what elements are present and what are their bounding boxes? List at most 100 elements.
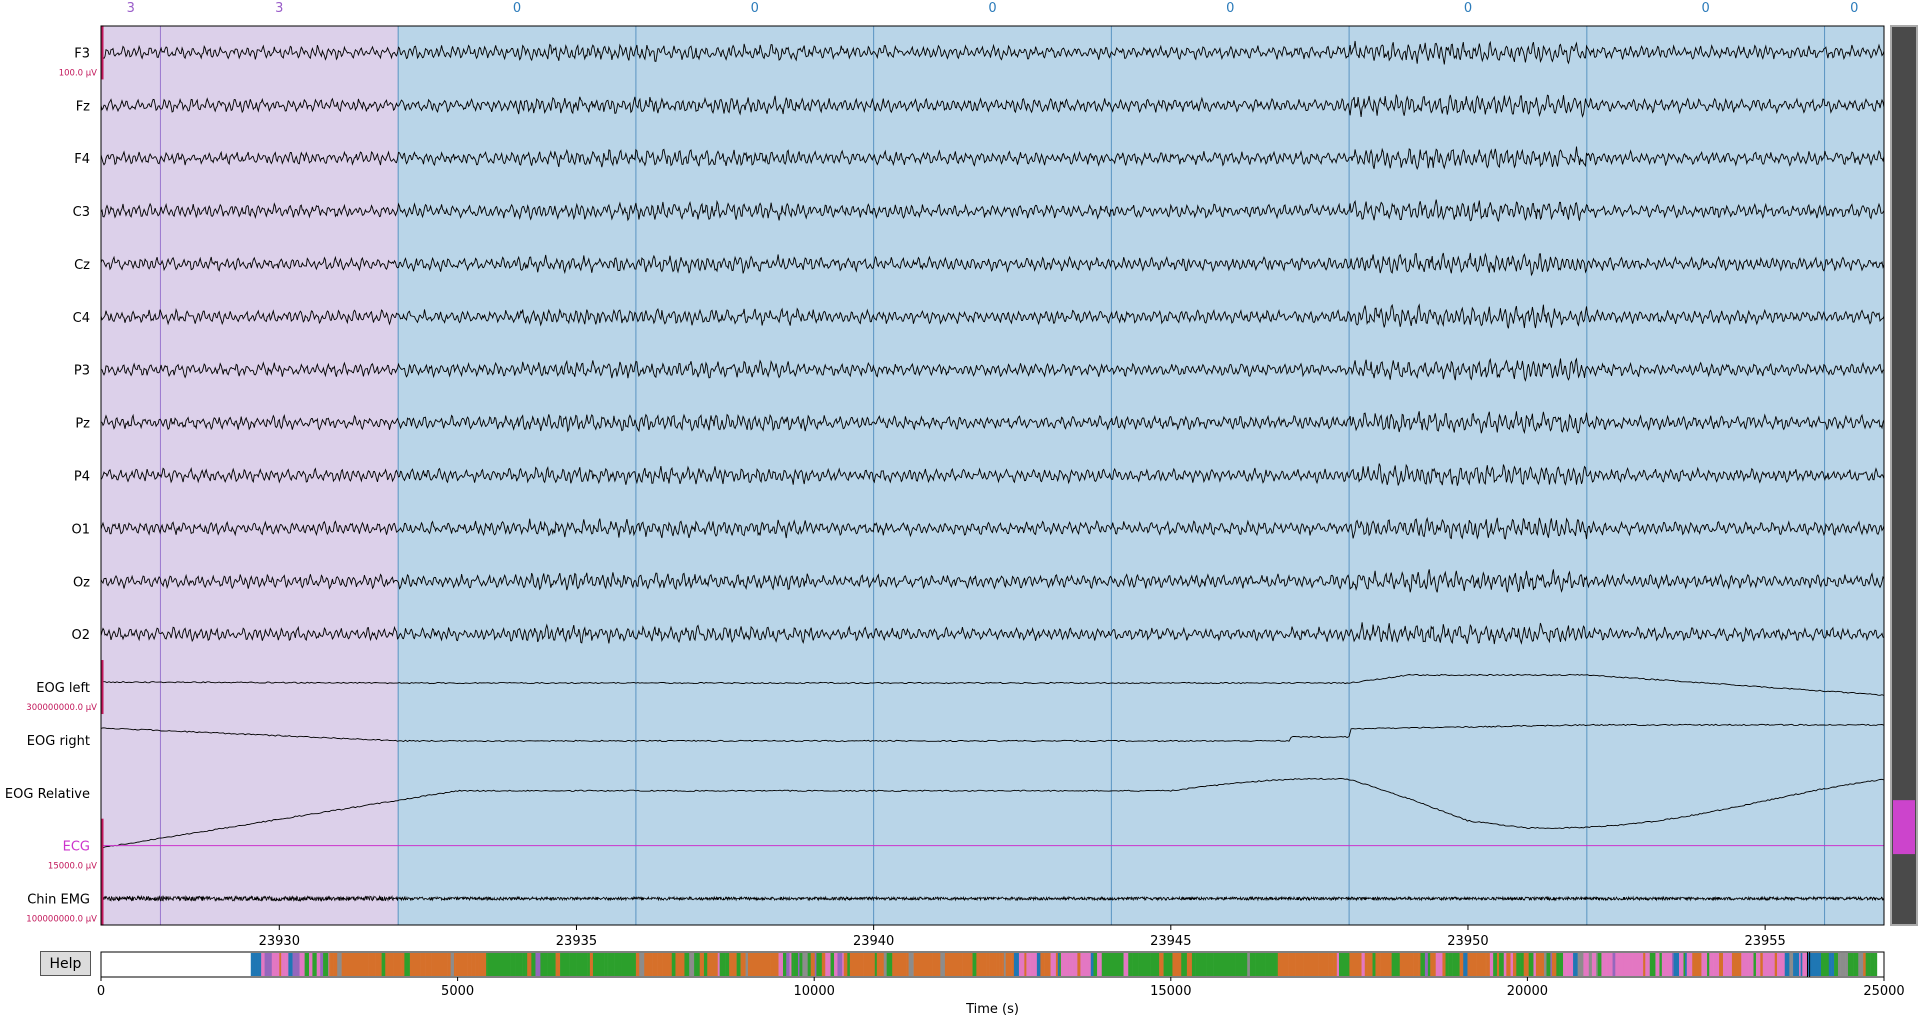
hypnogram-epoch — [292, 953, 298, 976]
eeg-trace — [100, 463, 1885, 486]
hypnogram-epoch — [1138, 953, 1142, 976]
channel-label[interactable]: O2 — [71, 628, 90, 643]
time-tick-label: 23945 — [1150, 934, 1191, 949]
hypnogram-epoch — [634, 953, 637, 976]
hypnogram-epoch — [1800, 953, 1803, 976]
hypnogram-epoch — [1420, 953, 1426, 976]
hypnogram-epoch — [1152, 953, 1156, 976]
hypnogram-epoch — [639, 953, 645, 976]
hypnogram-epoch — [684, 953, 690, 976]
channel-label[interactable]: EOG Relative — [5, 787, 90, 802]
hypnogram-epoch — [986, 953, 990, 976]
hypnogram-epoch — [745, 953, 749, 976]
overview-bar[interactable] — [100, 951, 1885, 978]
annotation-labels: 3 3 0 0 0 0 0 0 0 — [127, 1, 1859, 16]
hypnogram-epoch — [1114, 953, 1118, 976]
hypnogram-epoch — [1150, 953, 1153, 976]
channel-label[interactable]: Fz — [76, 99, 90, 114]
hypnogram-epoch — [1683, 953, 1686, 976]
hypnogram-epoch — [1136, 953, 1139, 976]
hypnogram-epoch — [1197, 953, 1204, 976]
annotation-region[interactable] — [1111, 26, 1350, 925]
channel-label[interactable]: F3 — [74, 46, 90, 61]
hypnogram-epoch — [710, 953, 715, 976]
hypnogram-epoch — [1333, 953, 1338, 976]
channel-label[interactable]: Oz — [73, 575, 90, 590]
hypnogram-epoch — [1697, 953, 1702, 976]
hypnogram-epoch — [543, 953, 548, 976]
hypnogram-epoch — [1303, 953, 1306, 976]
hypnogram-epoch — [1489, 953, 1494, 976]
scrollbar-thumb[interactable] — [1893, 800, 1915, 855]
hypnogram-epoch — [1499, 953, 1505, 976]
hypnogram-epoch — [478, 953, 483, 976]
hypnogram-epoch — [1060, 953, 1064, 976]
hypnogram-epoch — [1072, 953, 1078, 976]
hypnogram-epoch — [471, 953, 476, 976]
annotation-region[interactable] — [160, 26, 399, 925]
channel-labels[interactable]: F3 Fz F4 C3 Cz C4 P3 Pz P4 O1 Oz O2 EOG left EOG righ… — [5, 46, 90, 907]
hypnogram-epoch — [1765, 953, 1768, 976]
hypnogram-epoch — [1496, 953, 1500, 976]
scrollbar-track[interactable] — [1890, 25, 1918, 926]
channel-label[interactable]: C3 — [73, 205, 90, 220]
channel-scrollbar[interactable] — [1890, 25, 1918, 926]
hypnogram-epoch — [484, 953, 487, 976]
overview-view-indicator[interactable] — [1806, 951, 1811, 978]
channel-label[interactable]: O1 — [71, 522, 90, 537]
hypnogram-epoch — [1467, 953, 1473, 976]
time-axis: 23930 23935 23940 23945 23950 23955 — [259, 925, 1786, 949]
hypnogram-epoch — [1713, 953, 1720, 976]
channel-label[interactable]: Pz — [75, 417, 90, 432]
eeg-trace — [100, 146, 1885, 170]
hypnogram-epoch — [1637, 953, 1644, 976]
hypnogram-epoch — [999, 953, 1003, 976]
help-button[interactable]: Help — [40, 951, 91, 976]
hypnogram-epoch — [978, 953, 984, 976]
channel-label[interactable]: ECG — [63, 840, 90, 855]
hypnogram-epoch — [1300, 953, 1304, 976]
hypnogram-epoch — [1380, 953, 1385, 976]
channel-label[interactable]: P3 — [74, 364, 90, 379]
hypnogram-epoch — [1097, 953, 1100, 976]
hypnogram-epoch — [714, 953, 719, 976]
hypnogram-epoch — [1247, 953, 1251, 976]
hypnogram-epoch — [1591, 953, 1597, 976]
hypnogram-epoch — [1577, 953, 1584, 976]
hypnogram-epoch — [515, 953, 518, 976]
hypnogram-epoch — [736, 953, 741, 976]
hypnogram-epoch — [1155, 953, 1158, 976]
hypnogram-epoch — [837, 953, 843, 976]
hypnogram-epoch — [1093, 953, 1098, 976]
channel-label[interactable]: EOG left — [36, 681, 90, 696]
hypnogram-epoch — [632, 953, 636, 976]
scale-bars: 100.0 µV 300000000.0 µV 15000.0 µV 10000000… — [26, 25, 104, 926]
hypnogram-epoch — [1544, 953, 1547, 976]
hypnogram-epoch — [740, 953, 746, 976]
channel-label[interactable]: C4 — [73, 311, 90, 326]
channel-label[interactable]: EOG right — [27, 734, 90, 749]
hypnogram-epoch — [1364, 953, 1368, 976]
eeg-trace — [100, 569, 1885, 593]
annotation-label: 0 — [1702, 1, 1710, 16]
hypnogram-epoch — [644, 953, 648, 976]
hypnogram-epoch — [1157, 953, 1160, 976]
hypnogram-epoch — [299, 953, 305, 976]
hypnogram-epoch — [1559, 953, 1564, 976]
channel-label[interactable]: P4 — [74, 470, 90, 485]
hypnogram-epoch — [250, 953, 256, 976]
hypnogram-epoch — [1439, 953, 1443, 976]
hypnogram-epoch — [1615, 953, 1622, 976]
hypnogram-epoch — [758, 953, 764, 976]
hypnogram-epoch — [1606, 953, 1609, 976]
hypnogram-epoch — [900, 953, 907, 976]
eeg-trace — [100, 411, 1885, 435]
hypnogram-epoch — [883, 953, 887, 976]
channel-label[interactable]: Chin EMG — [27, 893, 90, 908]
hypnogram-epoch — [1013, 953, 1020, 976]
hypnogram-epoch — [1163, 953, 1169, 976]
channel-label[interactable]: Cz — [74, 258, 90, 273]
hypnogram-epoch — [357, 953, 360, 976]
channel-label[interactable]: F4 — [74, 152, 90, 167]
